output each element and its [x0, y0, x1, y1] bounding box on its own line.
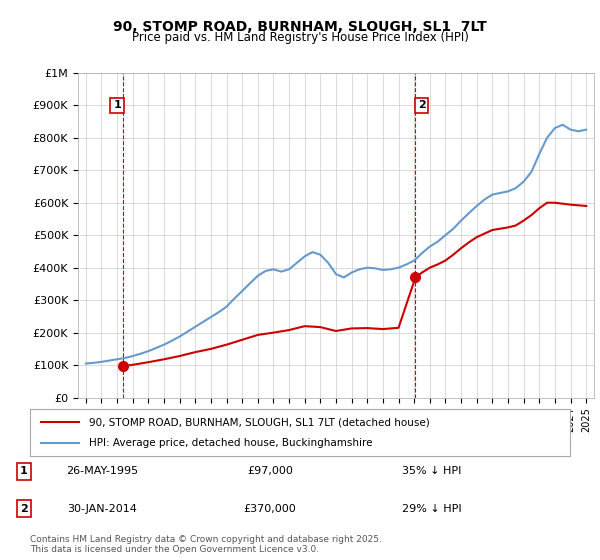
Text: 90, STOMP ROAD, BURNHAM, SLOUGH, SL1  7LT: 90, STOMP ROAD, BURNHAM, SLOUGH, SL1 7LT [113, 20, 487, 34]
Text: 26-MAY-1995: 26-MAY-1995 [66, 466, 138, 476]
Text: 2: 2 [20, 504, 28, 514]
Text: Price paid vs. HM Land Registry's House Price Index (HPI): Price paid vs. HM Land Registry's House … [131, 31, 469, 44]
Text: 1: 1 [20, 466, 28, 476]
Text: 1: 1 [113, 100, 121, 110]
Text: £370,000: £370,000 [244, 504, 296, 514]
Text: £97,000: £97,000 [247, 466, 293, 476]
Text: HPI: Average price, detached house, Buckinghamshire: HPI: Average price, detached house, Buck… [89, 438, 373, 448]
Text: 90, STOMP ROAD, BURNHAM, SLOUGH, SL1 7LT (detached house): 90, STOMP ROAD, BURNHAM, SLOUGH, SL1 7LT… [89, 417, 430, 427]
Text: 2: 2 [418, 100, 425, 110]
Text: Contains HM Land Registry data © Crown copyright and database right 2025.
This d: Contains HM Land Registry data © Crown c… [30, 535, 382, 554]
Text: 35% ↓ HPI: 35% ↓ HPI [403, 466, 461, 476]
Text: 29% ↓ HPI: 29% ↓ HPI [402, 504, 462, 514]
Text: 30-JAN-2014: 30-JAN-2014 [67, 504, 137, 514]
